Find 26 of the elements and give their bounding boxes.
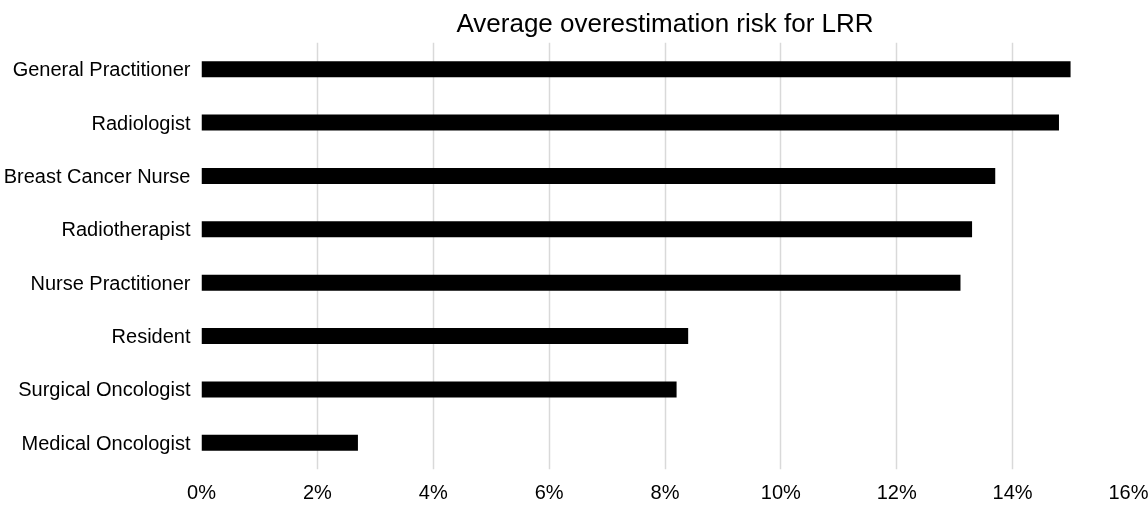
y-tick-label: Medical Oncologist xyxy=(21,431,191,454)
bar xyxy=(201,167,996,184)
bar xyxy=(201,221,973,238)
bar xyxy=(201,381,677,398)
bar xyxy=(201,328,689,345)
x-tick-label: 6% xyxy=(534,480,564,503)
y-tick-label: Surgical Oncologist xyxy=(18,378,191,401)
y-tick-label: Radiotherapist xyxy=(61,218,191,241)
x-tick-label: 10% xyxy=(760,480,802,503)
y-tick-label: Radiologist xyxy=(91,111,191,134)
x-tick-label: 16% xyxy=(1108,480,1148,503)
x-tick-label: 12% xyxy=(876,480,917,503)
y-tick-label: General Practitioner xyxy=(12,58,191,81)
bar xyxy=(201,61,1071,78)
x-tick-label: 8% xyxy=(650,480,680,503)
y-tick-label: Nurse Practitioner xyxy=(30,271,191,294)
bar xyxy=(201,274,961,291)
x-tick-label: 0% xyxy=(187,480,217,503)
y-tick-label: Breast Cancer Nurse xyxy=(3,164,191,187)
bar xyxy=(201,434,358,451)
x-tick-label: 2% xyxy=(302,480,333,503)
chart-title: Average overestimation risk for LRR xyxy=(456,7,874,38)
x-tick-label: 14% xyxy=(992,480,1033,503)
x-tick-label: 4% xyxy=(418,480,448,503)
y-tick-label: Resident xyxy=(111,325,191,348)
bar xyxy=(201,114,1059,131)
